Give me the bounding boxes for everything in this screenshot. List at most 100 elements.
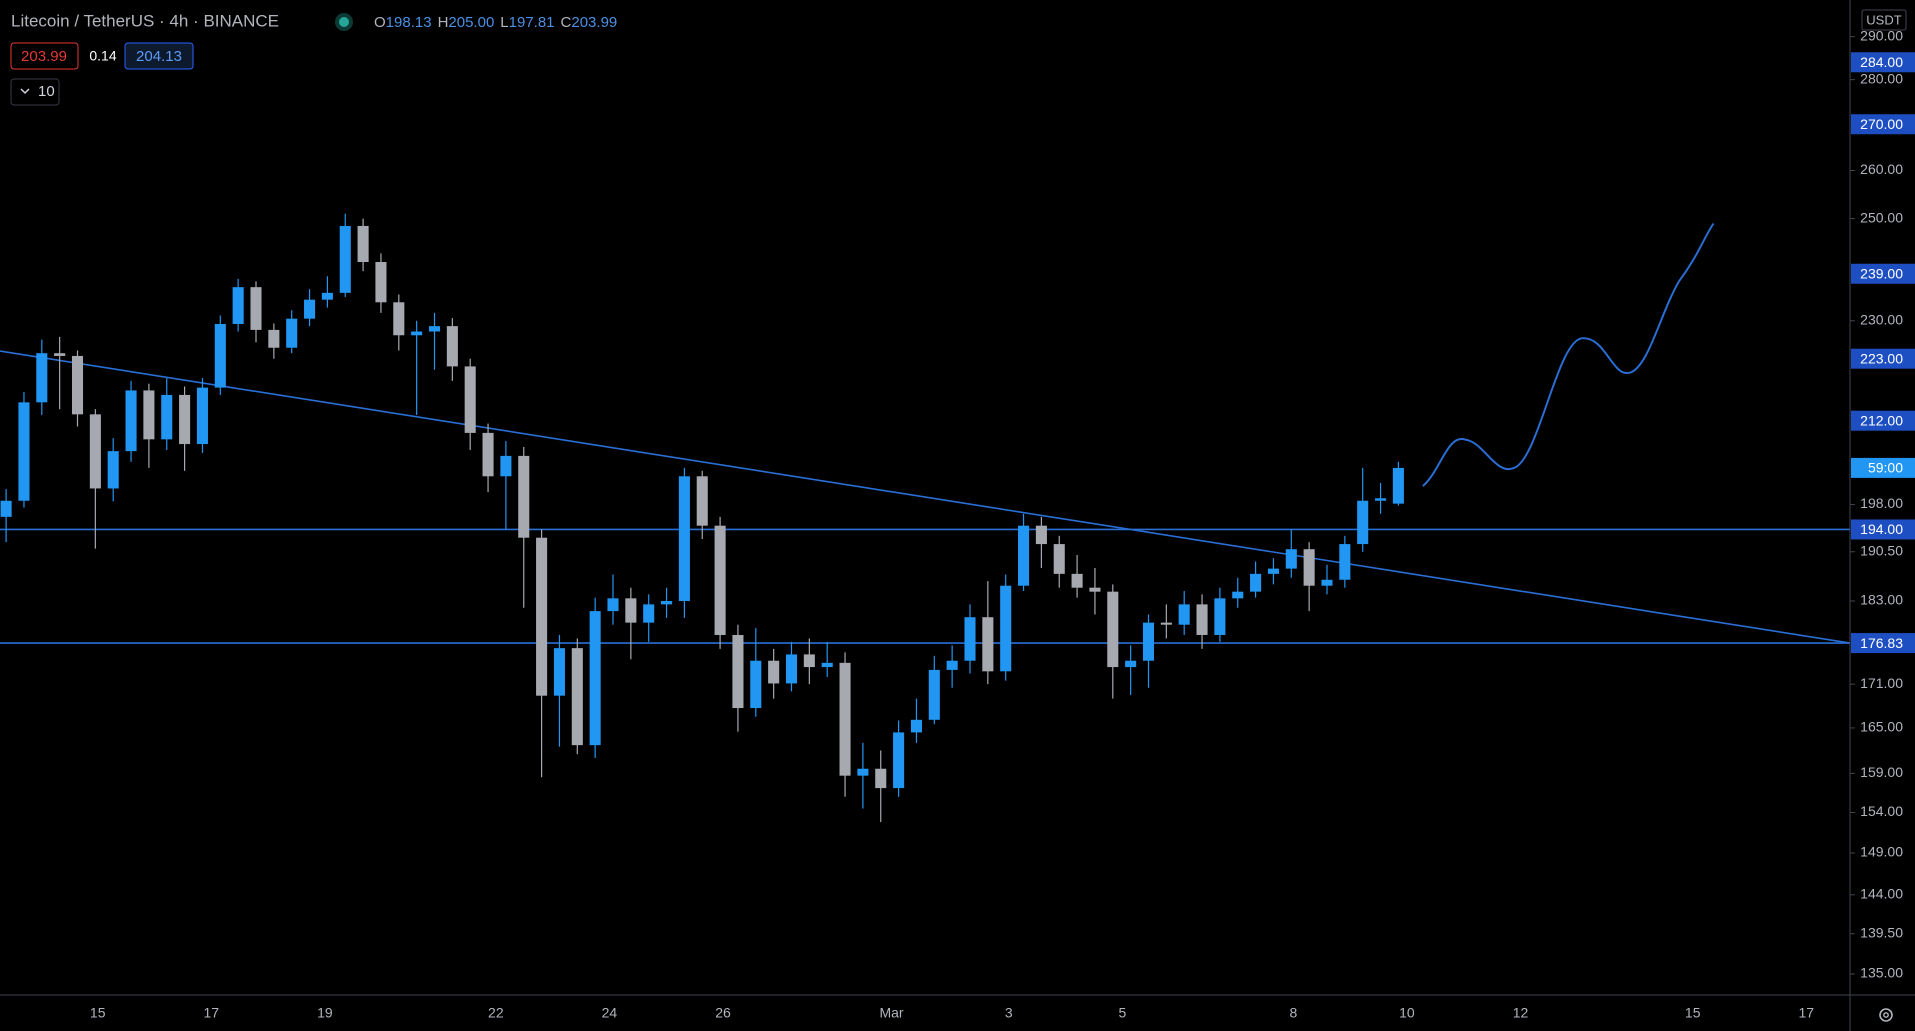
- gear: [1879, 1008, 1893, 1022]
- ohlc-key: C: [561, 14, 572, 31]
- candle-body: [536, 537, 548, 696]
- candle-body: [518, 455, 530, 538]
- y-tick-label: 165.00: [1860, 719, 1903, 735]
- indicator-box[interactable]: [10, 78, 60, 106]
- projection-curve: [1422, 222, 1715, 487]
- candle-body: [196, 387, 208, 445]
- price-label: 212.00: [1860, 412, 1903, 428]
- candle-body: [1303, 549, 1315, 586]
- candle-body: [857, 768, 869, 776]
- candle-body: [982, 617, 994, 672]
- x-tick-label: Mar: [879, 1005, 903, 1021]
- candle-body: [875, 768, 887, 789]
- candle-body: [1214, 598, 1226, 635]
- settings-icon[interactable]: [1879, 1008, 1893, 1022]
- candle-body: [1196, 604, 1208, 635]
- candle-body: [696, 476, 708, 526]
- candle-body: [1321, 579, 1333, 586]
- candle-body: [428, 326, 441, 332]
- projection: [1422, 222, 1715, 487]
- candle-body: [304, 299, 316, 319]
- x-tick-label: 15: [1685, 1005, 1701, 1021]
- price-label: 223.00: [1860, 350, 1903, 366]
- candle-body: [750, 660, 762, 709]
- candle-body: [1285, 549, 1297, 569]
- x-tick-label: 26: [715, 1005, 731, 1021]
- bid: 203.99: [21, 48, 67, 65]
- candle-body: [482, 432, 494, 477]
- candle-body: [678, 476, 690, 602]
- candle-body: [36, 353, 48, 403]
- candle-body: [1357, 500, 1369, 545]
- candle-body: [1071, 573, 1083, 588]
- candle-body: [1250, 573, 1262, 592]
- countdown: 59:00: [1868, 460, 1903, 476]
- candle-body: [893, 732, 905, 789]
- price-label: 284.00: [1860, 54, 1903, 70]
- symbol-title: Litecoin / TetherUS · 4h · BINANCE: [11, 11, 279, 30]
- candle-body: [1107, 591, 1119, 668]
- price-label-box: [1851, 519, 1915, 540]
- candle-body: [1375, 498, 1387, 501]
- candle-body: [71, 355, 84, 415]
- candle-body: [89, 414, 101, 489]
- candle-body: [1142, 622, 1155, 661]
- y-tick-label: 190.50: [1860, 542, 1903, 558]
- candle-body: [0, 500, 12, 517]
- candle-body: [1000, 585, 1012, 672]
- candle-body: [268, 329, 280, 348]
- ask: 204.13: [136, 48, 182, 65]
- y-tick-label: 198.00: [1860, 495, 1903, 511]
- ask-box[interactable]: [124, 42, 194, 70]
- candle-body: [357, 225, 369, 263]
- candle-body: [1178, 604, 1190, 625]
- status-dot: [339, 17, 349, 27]
- candle-body: [179, 394, 191, 445]
- candle-body: [714, 525, 726, 635]
- ohlc-value: 205.00: [448, 14, 494, 31]
- price-label-box: [1851, 633, 1915, 654]
- ohlc-key: H: [438, 14, 449, 31]
- candle-body: [643, 604, 655, 623]
- y-tick-label: 159.00: [1860, 764, 1903, 780]
- candle-body: [625, 598, 637, 623]
- candle-body: [661, 601, 673, 605]
- candle-body: [446, 326, 458, 367]
- candle-body: [393, 302, 405, 336]
- price-label: 270.00: [1860, 116, 1903, 132]
- bid-box[interactable]: [10, 42, 79, 70]
- y-tick-label: 290.00: [1860, 27, 1903, 43]
- y-tick-label: 171.00: [1860, 675, 1903, 691]
- price-axis: 290.00 280.00 260.00 250.00 230.00 198.00 190.…: [1850, 27, 1915, 981]
- candle-body: [607, 598, 619, 612]
- candle-body: [1035, 525, 1047, 545]
- ohlc-key: L: [500, 14, 508, 31]
- currency: USDT: [1866, 12, 1901, 27]
- y-tick-label: 144.00: [1860, 886, 1903, 902]
- y-tick-label: 260.00: [1860, 161, 1903, 177]
- ohlc-value: 197.81: [509, 14, 555, 31]
- gear-hub: [1883, 1012, 1889, 1018]
- x-tick-label: 12: [1513, 1005, 1529, 1021]
- ohlc-key: O: [374, 14, 386, 31]
- candle-body: [821, 662, 833, 668]
- y-tick-label: 250.00: [1860, 209, 1903, 225]
- candle-body: [411, 331, 423, 336]
- ohlc: O198.13 H205.00 L197.81 C203.99: [374, 14, 617, 31]
- x-tick-label: 24: [602, 1005, 618, 1021]
- chevron: [20, 88, 30, 95]
- x-tick-label: 3: [1005, 1005, 1013, 1021]
- candle-body: [928, 669, 940, 720]
- candle-body: [250, 287, 262, 330]
- candle-body: [214, 324, 226, 388]
- price-label-box: [1851, 348, 1915, 369]
- candle-body: [232, 287, 244, 325]
- x-tick-label: 15: [90, 1005, 106, 1021]
- x-tick-label: 17: [1799, 1005, 1815, 1021]
- candle-body: [785, 654, 798, 684]
- ohlc-value: 198.13: [386, 14, 432, 31]
- y-tick-label: 230.00: [1860, 312, 1903, 328]
- x-tick-label: 8: [1289, 1005, 1297, 1021]
